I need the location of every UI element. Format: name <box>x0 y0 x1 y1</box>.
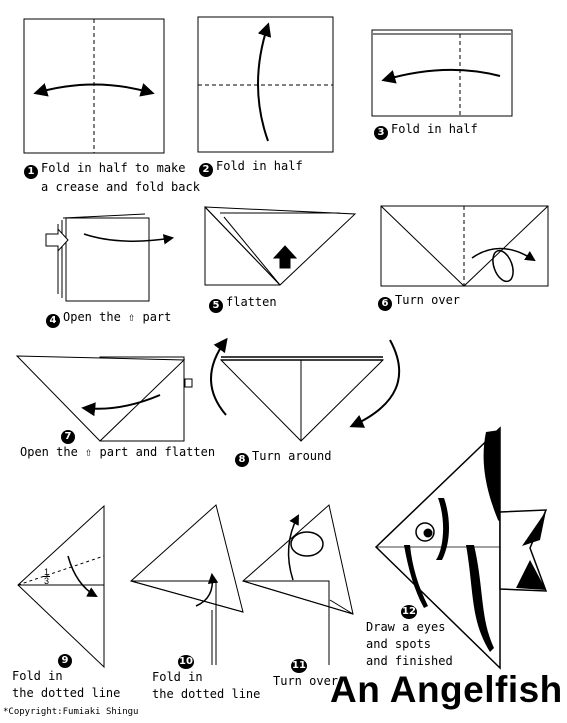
step-number-badge: 10 <box>178 655 194 669</box>
step-9-figure <box>17 504 105 669</box>
step-1-figure <box>23 18 165 154</box>
step-1-label: 1 Fold in half to make a crease and fold … <box>24 160 200 196</box>
step-3-label: 3 Fold in half <box>374 121 478 140</box>
step-10-label: 10 Fold in the dotted line <box>152 650 260 703</box>
step-4-figure <box>45 213 175 302</box>
step-text-line: Draw a eyes <box>366 620 446 634</box>
step-6-label: 6 Turn over <box>378 292 460 311</box>
step-text-line: Turn over <box>395 293 461 307</box>
step-text-line: Fold in <box>12 669 63 683</box>
step-text-line: Fold in <box>152 670 203 684</box>
step-number-badge: 6 <box>378 297 392 311</box>
step-number-badge: 5 <box>209 299 223 313</box>
step-number-badge: 2 <box>199 163 213 177</box>
step-number-badge: 3 <box>374 126 388 140</box>
step-text-line: Turn around <box>252 449 332 463</box>
step-text-line: and finished <box>366 654 453 668</box>
step-number-badge: 11 <box>291 659 307 673</box>
step-text-line: flatten <box>226 295 277 309</box>
step-text-line: a crease and fold back <box>41 180 200 194</box>
step-number-badge: 7 <box>61 430 75 444</box>
step-text-line: and spots <box>366 637 432 651</box>
step-5-figure <box>203 206 357 286</box>
step-8-label: 8 Turn around <box>235 448 331 467</box>
step-text-line: Turn over <box>273 674 339 688</box>
step-number-badge: 4 <box>46 314 60 328</box>
step-7-figure <box>15 355 193 442</box>
step-text-line: the dotted line <box>12 686 121 700</box>
step-8-figure <box>210 337 401 442</box>
page-title: An Angelfish <box>330 669 563 710</box>
step-6-figure <box>380 205 549 287</box>
step-text-line: Fold in half <box>391 122 478 136</box>
step-number-badge: 8 <box>235 453 249 467</box>
fraction-numerator: 1 <box>43 567 49 577</box>
step-text-line: Open the ⇧ part and flatten <box>20 445 216 459</box>
step-2-label: 2 Fold in half <box>199 158 303 177</box>
step-text-line: Fold in half <box>216 159 303 173</box>
step-text-line: Open the ⇧ part <box>63 310 172 324</box>
step-9-label: 9 Fold in the dotted line <box>12 649 120 702</box>
step-3-figure <box>371 29 513 117</box>
step-5-label: 5 flatten <box>209 294 277 313</box>
step-text-line: Fold in half to make <box>41 161 186 175</box>
step-10-figure <box>129 504 244 665</box>
fraction-denominator: 3 <box>43 576 49 586</box>
step-number-badge: 9 <box>58 654 72 668</box>
copyright-notice: *Copyright:Fumiaki Shingu <box>3 707 139 717</box>
step-2-figure <box>197 16 334 153</box>
step-12-label: 12 Draw a eyes and spots and finished <box>366 600 453 670</box>
step-7-label: 7 Open the ⇧ part and flatten <box>20 425 215 461</box>
step-4-label: 4 Open the ⇧ part <box>46 309 171 328</box>
step-11-figure <box>241 504 354 665</box>
step-12-figure <box>374 426 548 670</box>
fraction-label: 1 3 <box>43 567 50 586</box>
step-number-badge: 12 <box>401 605 417 619</box>
step-11-label: 11 Turn over <box>273 654 338 690</box>
step-text-line: the dotted line <box>152 687 261 701</box>
step-number-badge: 1 <box>24 165 38 179</box>
